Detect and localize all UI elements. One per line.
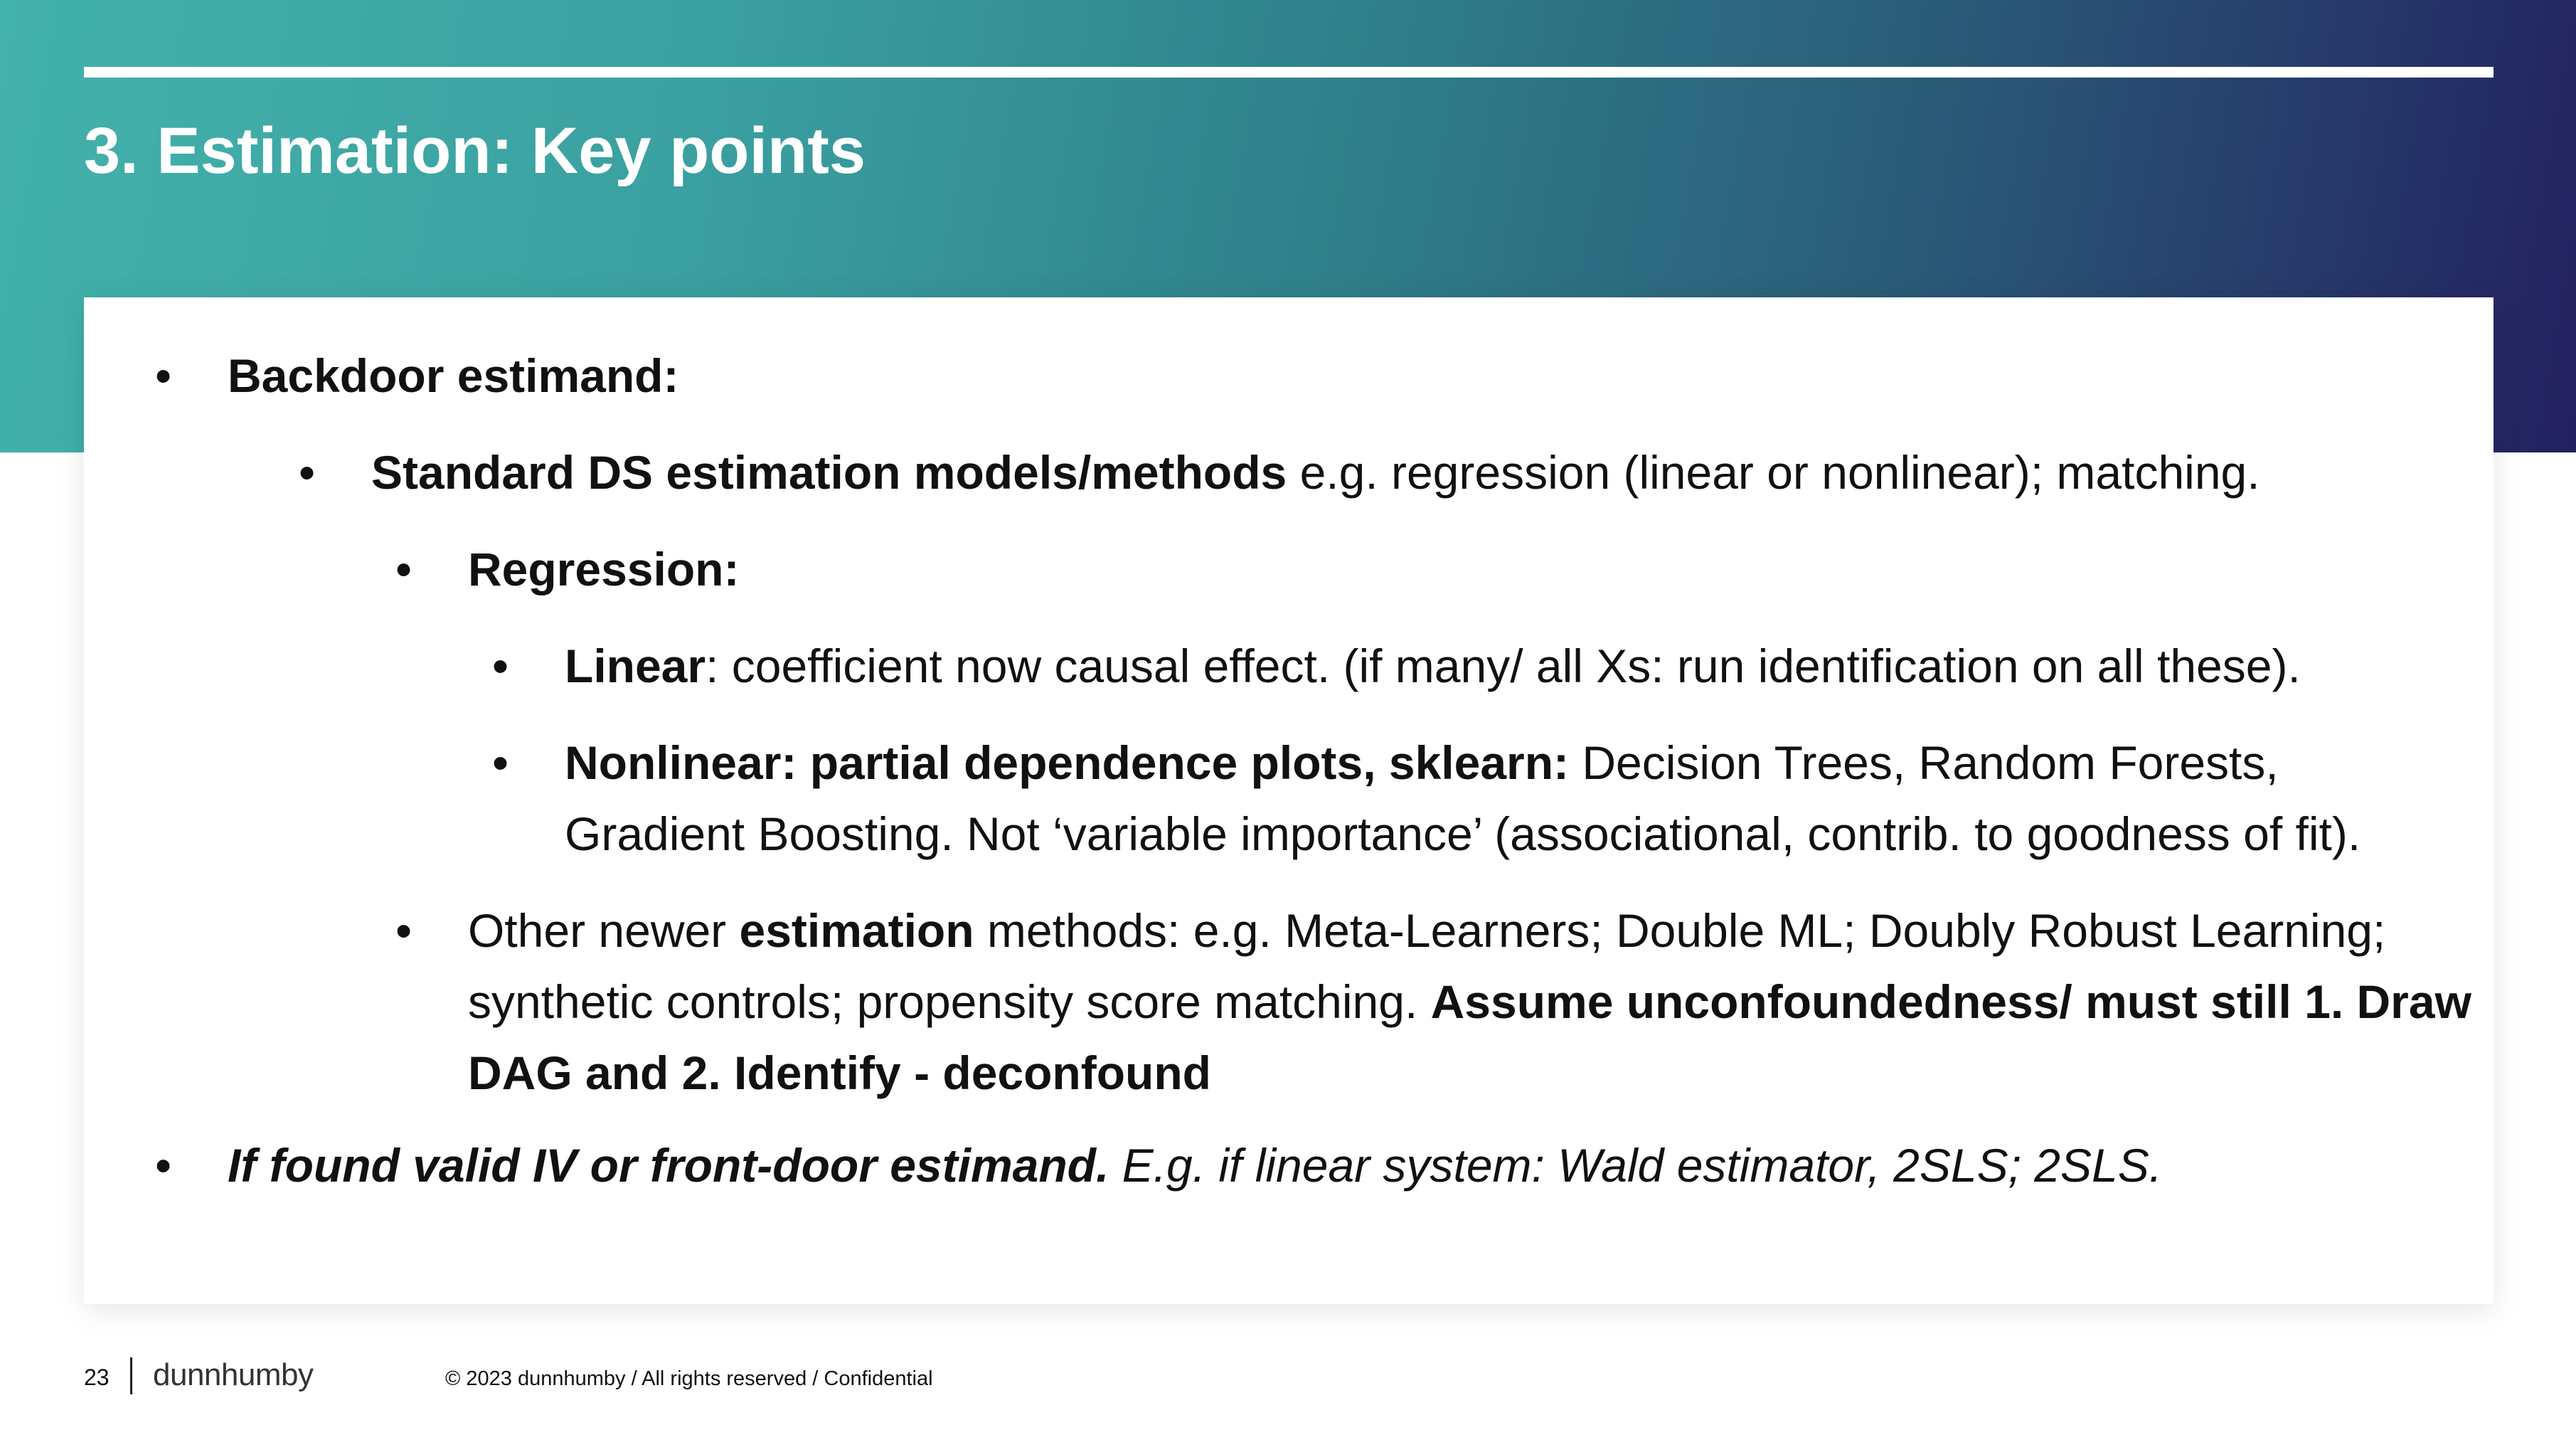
bullet-bold-text: Backdoor estimand:	[228, 349, 679, 402]
bullet-linear: • Linear: coefficient now causal effect.…	[492, 630, 2484, 701]
bullet-bold-text: If found valid IV or front-door estimand…	[228, 1139, 1109, 1192]
bullet-text: methods: e.g. Meta-Learners; Double ML; …	[468, 904, 2386, 1028]
bullet-text: : coefficient now causal effect. (if man…	[706, 640, 2301, 692]
bullet-backdoor-estimand: • Backdoor estimand:	[155, 340, 2431, 411]
bullet-marker: •	[155, 349, 172, 402]
footer-separator	[130, 1357, 132, 1394]
copyright-notice: © 2023 dunnhumby / All rights reserved /…	[445, 1367, 933, 1390]
bullet-standard-ds-methods: • Standard DS estimation models/methods …	[299, 437, 2489, 508]
dunnhumby-logo: dunnhumby	[153, 1357, 314, 1392]
bullet-regression: • Regression:	[395, 534, 2458, 605]
bullet-iv-front-door: • If found valid IV or front-door estima…	[155, 1130, 2431, 1201]
bullet-other-methods: • Other newer estimation methods: e.g. M…	[395, 895, 2472, 1108]
bullet-bold-text: Standard DS estimation models/methods	[371, 446, 1287, 499]
bullet-nonlinear: • Nonlinear: partial dependence plots, s…	[492, 727, 2441, 869]
top-rule	[84, 67, 2493, 78]
bullet-bold-text: Regression:	[468, 543, 740, 595]
bullet-marker: •	[492, 640, 509, 692]
slide-title: 3. Estimation: Key points	[84, 115, 866, 187]
page-number: 23	[84, 1364, 110, 1390]
bullet-marker: •	[492, 736, 509, 789]
bullet-marker: •	[395, 543, 413, 595]
bullet-bold-text: Assume unconfoundedness/ must still 1. D…	[468, 975, 2471, 1099]
bullet-text: Decision Trees, Random Forests, Gradient…	[565, 736, 2361, 860]
bullet-text: e.g. regression (linear or nonlinear); m…	[1287, 446, 2260, 499]
bullet-marker: •	[155, 1139, 172, 1192]
bullet-marker: •	[395, 904, 413, 957]
bullet-text: Other newer	[468, 904, 740, 957]
bullet-text: E.g. if linear system: Wald estimator, 2…	[1109, 1139, 2163, 1192]
bullet-bold-text: Linear	[565, 640, 706, 692]
bullet-bold-text: Nonlinear: partial dependence plots, skl…	[565, 736, 1570, 789]
bullet-bold-text: estimation	[739, 904, 974, 957]
bullet-marker: •	[299, 446, 316, 499]
content-card	[84, 297, 2493, 1304]
